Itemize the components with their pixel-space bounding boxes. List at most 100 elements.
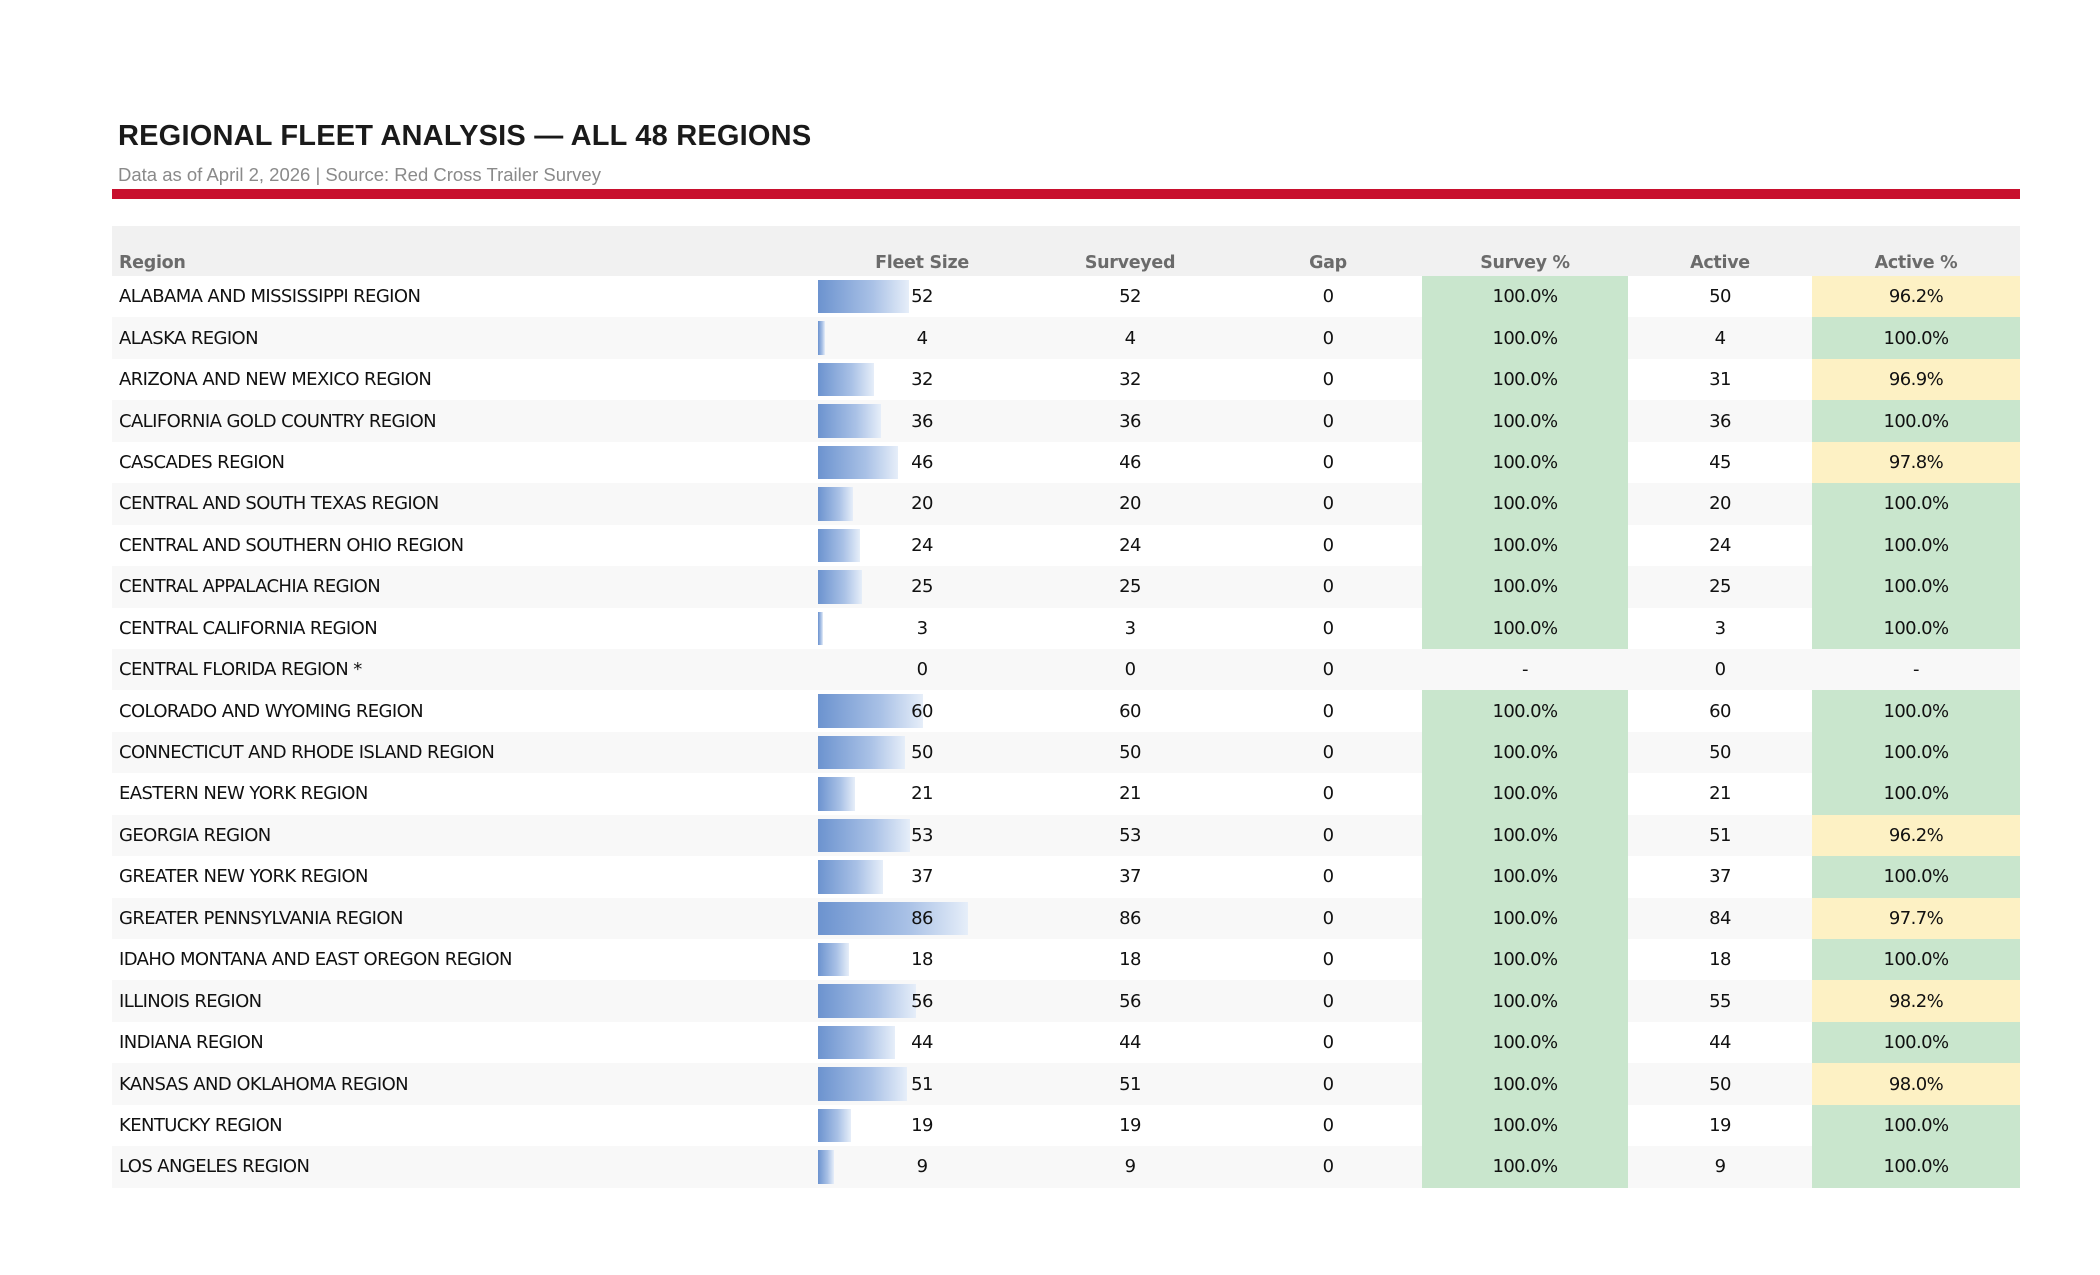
fleet-size-cell: 4 [818,317,1026,358]
fleet-size-data-bar [818,860,883,894]
active-pct-cell: 100.0% [1812,690,2020,732]
active-pct-cell: 100.0% [1812,856,2020,898]
region-name-cell: CALIFORNIA GOLD COUNTRY REGION [119,410,437,432]
surveyed-cell: 60 [1119,700,1141,722]
column-header-active[interactable]: Active [1690,253,1750,273]
survey-pct-cell: 100.0% [1422,731,1628,774]
column-header-surveyed[interactable]: Surveyed [1084,253,1176,273]
active-pct-cell: 100.0% [1812,524,2020,567]
fleet-size-value: 56 [911,990,933,1012]
region-name-cell: EASTERN NEW YORK REGION [119,783,368,805]
fleet-size-cell: 9 [818,1146,1026,1187]
gap-cell: 0 [1322,1114,1334,1136]
column-header-survey-pct[interactable]: Survey % [1480,253,1570,273]
active-cell: 60 [1709,700,1731,722]
table-row: ARIZONA AND NEW MEXICO REGION 32 32 0 100.0%… [112,358,2020,401]
survey-pct-cell: 100.0% [1422,524,1628,567]
fleet-size-cell: 3 [818,608,1026,649]
active-pct-cell: 100.0% [1812,939,2020,981]
fleet-size-cell: 0 [818,649,1026,690]
region-name-cell: GREATER NEW YORK REGION [119,866,368,888]
fleet-size-value: 4 [916,327,928,349]
fleet-size-value: 52 [911,286,933,308]
region-name-cell: ILLINOIS REGION [119,990,262,1012]
region-name-cell: KENTUCKY REGION [119,1114,283,1136]
gap-cell: 0 [1322,659,1334,681]
fleet-size-value: 3 [916,617,928,639]
gap-cell: 0 [1322,949,1334,971]
surveyed-cell: 56 [1119,990,1141,1012]
region-name-cell: IDAHO MONTANA AND EAST OREGON REGION [119,949,512,971]
gap-cell: 0 [1322,493,1334,515]
gap-cell: 0 [1322,742,1334,764]
active-cell: 20 [1709,493,1731,515]
column-header-region[interactable]: Region [119,253,186,273]
fleet-size-cell: 44 [818,1022,1026,1063]
surveyed-cell: 18 [1119,949,1141,971]
column-header-active-pct[interactable]: Active % [1874,253,1958,273]
gap-cell: 0 [1322,700,1334,722]
fleet-size-value: 86 [911,907,933,929]
active-cell: 50 [1709,1073,1731,1095]
survey-pct-cell: 100.0% [1422,980,1628,1022]
fleet-size-cell: 24 [818,525,1026,566]
page-title: REGIONAL FLEET ANALYSIS — ALL 48 REGIONS [118,120,812,152]
fleet-size-cell: 19 [818,1105,1026,1146]
gap-cell: 0 [1322,990,1334,1012]
fleet-size-cell: 46 [818,442,1026,483]
fleet-size-value: 0 [916,659,928,681]
surveyed-cell: 21 [1119,783,1141,805]
fleet-size-value: 51 [911,1073,933,1095]
surveyed-cell: 37 [1119,866,1141,888]
table-row: KANSAS AND OKLAHOMA REGION 51 51 0 100.0% 50 9… [112,1063,2020,1105]
surveyed-cell: 0 [1124,659,1136,681]
surveyed-cell: 32 [1119,369,1141,391]
region-name-cell: KANSAS AND OKLAHOMA REGION [119,1073,409,1095]
fleet-size-value: 46 [911,451,933,473]
table-row: CENTRAL FLORIDA REGION * 0 0 0 - 0 - [112,648,2020,691]
survey-pct-cell: 100.0% [1422,773,1628,815]
surveyed-cell: 3 [1124,617,1136,639]
fleet-size-value: 24 [911,534,933,556]
table-row: EASTERN NEW YORK REGION 21 21 0 100.0% 21 100.… [112,773,2020,815]
surveyed-cell: 86 [1119,907,1141,929]
gap-cell: 0 [1322,1032,1334,1054]
gap-cell: 0 [1322,1156,1334,1178]
survey-pct-cell: 100.0% [1422,939,1628,981]
fleet-size-cell: 60 [818,690,1026,731]
fleet-size-cell: 32 [818,359,1026,400]
surveyed-cell: 50 [1119,742,1141,764]
fleet-size-value: 53 [911,824,933,846]
table-row: CENTRAL CALIFORNIA REGION 3 3 0 100.0% 3 100.0… [112,607,2020,649]
table-row: ALASKA REGION 4 4 0 100.0% 4 100.0% [112,317,2020,359]
region-name-cell: GEORGIA REGION [119,824,271,846]
active-pct-cell: 98.0% [1812,1063,2020,1105]
surveyed-cell: 46 [1119,451,1141,473]
survey-pct-cell: 100.0% [1422,317,1628,359]
region-name-cell: CASCADES REGION [119,451,285,473]
survey-pct-cell: 100.0% [1422,400,1628,442]
fleet-size-value: 60 [911,700,933,722]
region-name-cell: INDIANA REGION [119,1032,264,1054]
fleet-size-value: 18 [911,949,933,971]
gap-cell: 0 [1322,824,1334,846]
column-header-fleet-size[interactable]: Fleet Size [875,253,969,273]
region-name-cell: ALASKA REGION [119,327,259,349]
table-row: CENTRAL APPALACHIA REGION 25 25 0 100.0% 25 10… [112,566,2020,608]
fleet-size-value: 32 [911,369,933,391]
active-cell: 84 [1709,907,1731,929]
table-row: GREATER NEW YORK REGION 37 37 0 100.0% 37 100.… [112,856,2020,898]
survey-pct-cell: - [1522,659,1529,681]
column-header-gap[interactable]: Gap [1309,253,1347,273]
fleet-size-cell: 21 [818,773,1026,814]
survey-pct-cell: 100.0% [1422,1146,1628,1188]
table-row: COLORADO AND WYOMING REGION 60 60 0 100.0% 60… [112,690,2020,732]
gap-cell: 0 [1322,286,1334,308]
gap-cell: 0 [1322,534,1334,556]
region-name-cell: COLORADO AND WYOMING REGION [119,700,424,722]
table-row: GEORGIA REGION 53 53 0 100.0% 51 96.2% [112,814,2020,857]
active-pct-cell: 96.2% [1812,814,2020,857]
table-row: CONNECTICUT AND RHODE ISLAND REGION 50 50 0… [112,731,2020,774]
survey-pct-cell: 100.0% [1422,897,1628,939]
